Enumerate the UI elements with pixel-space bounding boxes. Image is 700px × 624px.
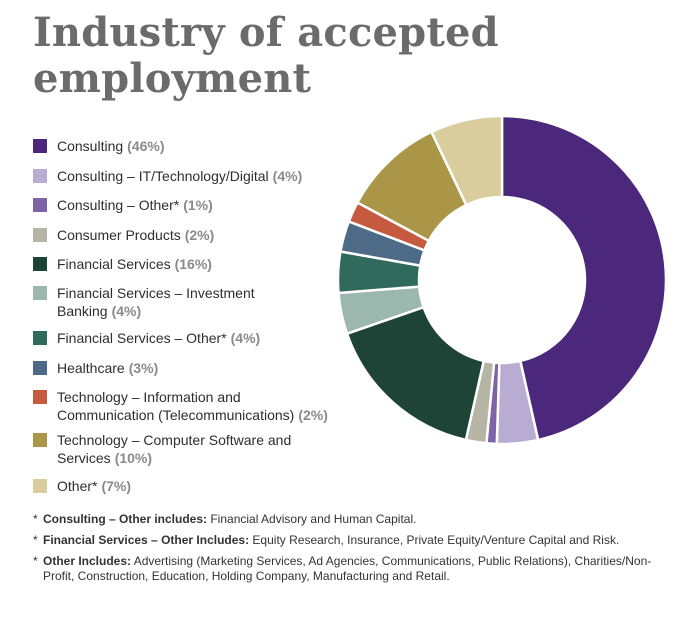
legend-label-line: Consumer Products xyxy=(57,227,181,243)
legend-swatch xyxy=(33,390,47,404)
legend-swatch xyxy=(33,433,47,447)
legend-label-line: Consulting – IT/Technology/Digital xyxy=(57,168,269,184)
legend-label: Technology – Computer Software and Servic… xyxy=(57,431,378,467)
legend-label: Technology – Information and Communicatio… xyxy=(57,388,378,424)
footnote-text: Financial Advisory and Human Capital. xyxy=(207,512,417,526)
legend-label: Other* (7%) xyxy=(57,477,378,495)
legend-label: Consulting – Other* (1%) xyxy=(57,196,378,214)
donut-slice xyxy=(500,114,668,442)
legend-label: Financial Services – Investment Banking (4… xyxy=(57,284,378,320)
legend-label: Consumer Products (2%) xyxy=(57,226,378,244)
legend-swatch xyxy=(33,286,47,300)
legend-label-line: Consulting – Other* xyxy=(57,197,180,213)
legend-swatch xyxy=(33,479,47,493)
legend-label-line: Financial Services xyxy=(57,256,171,272)
footnote-text: Advertising (Marketing Services, Ad Agen… xyxy=(43,554,652,583)
legend-label-line: Communication (Telecommunications) xyxy=(57,407,295,423)
legend-percent: (2%) xyxy=(184,227,215,243)
legend-label-line: Other* xyxy=(57,478,98,494)
legend-percent: (4%) xyxy=(111,303,142,319)
legend-label: Healthcare (3%) xyxy=(57,359,378,377)
footnote-financial-services-other: * Financial Services – Other Includes: E… xyxy=(33,533,663,548)
footnote-asterisk: * xyxy=(33,533,38,547)
legend-label-line: Technology – Information and xyxy=(57,389,241,405)
footnote-other: * Other Includes: Advertising (Marketing… xyxy=(33,554,663,584)
legend-percent: (7%) xyxy=(101,478,132,494)
donut-slice xyxy=(430,114,504,207)
footnotes: * Consulting – Other includes: Financial… xyxy=(33,512,663,590)
legend-label-line: Consulting xyxy=(57,138,124,154)
legend-label: Financial Services (16%) xyxy=(57,255,378,273)
legend-percent: (2%) xyxy=(298,407,328,423)
legend-swatch xyxy=(33,169,47,183)
legend-swatch xyxy=(33,228,47,242)
legend-swatch xyxy=(33,198,47,212)
chart-title-line-1: Industry of accepted xyxy=(33,9,499,56)
legend-label-line: Banking xyxy=(57,303,108,319)
legend-swatch xyxy=(33,331,47,345)
legend-percent: (4%) xyxy=(230,330,261,346)
footnote-heading: Consulting – Other includes: xyxy=(43,512,208,526)
footnote-heading: Other Includes: xyxy=(43,554,132,568)
legend-label-line: Financial Services – Investment xyxy=(57,285,255,301)
legend-label-line: Services xyxy=(57,450,111,466)
footnote-text: Equity Research, Insurance, Private Equi… xyxy=(249,533,620,547)
legend-percent: (3%) xyxy=(128,360,159,376)
footnote-heading: Financial Services – Other Includes: xyxy=(43,533,250,547)
legend-percent: (1%) xyxy=(183,197,213,213)
footnote-asterisk: * xyxy=(33,554,38,568)
legend-percent: (46%) xyxy=(127,138,165,154)
legend-label: Consulting (46%) xyxy=(57,137,378,155)
legend-percent: (10%) xyxy=(114,450,153,466)
legend-percent: (4%) xyxy=(272,168,303,184)
legend-swatch xyxy=(33,257,47,271)
legend-swatch xyxy=(33,361,47,375)
chart-title: Industry of accepted employment xyxy=(33,10,499,102)
legend-swatch xyxy=(33,139,47,153)
legend-percent: (16%) xyxy=(174,256,212,272)
legend-label-line: Technology – Computer Software and xyxy=(57,432,292,448)
legend-label: Financial Services – Other* (4%) xyxy=(57,329,378,347)
legend-label-line: Financial Services – Other* xyxy=(57,330,227,346)
legend-label: Consulting – IT/Technology/Digital (4%) xyxy=(57,167,378,185)
legend-label-line: Healthcare xyxy=(57,360,125,376)
chart-title-line-2: employment xyxy=(33,55,312,102)
footnote-consulting-other: * Consulting – Other includes: Financial… xyxy=(33,512,663,527)
footnote-asterisk: * xyxy=(33,512,38,526)
